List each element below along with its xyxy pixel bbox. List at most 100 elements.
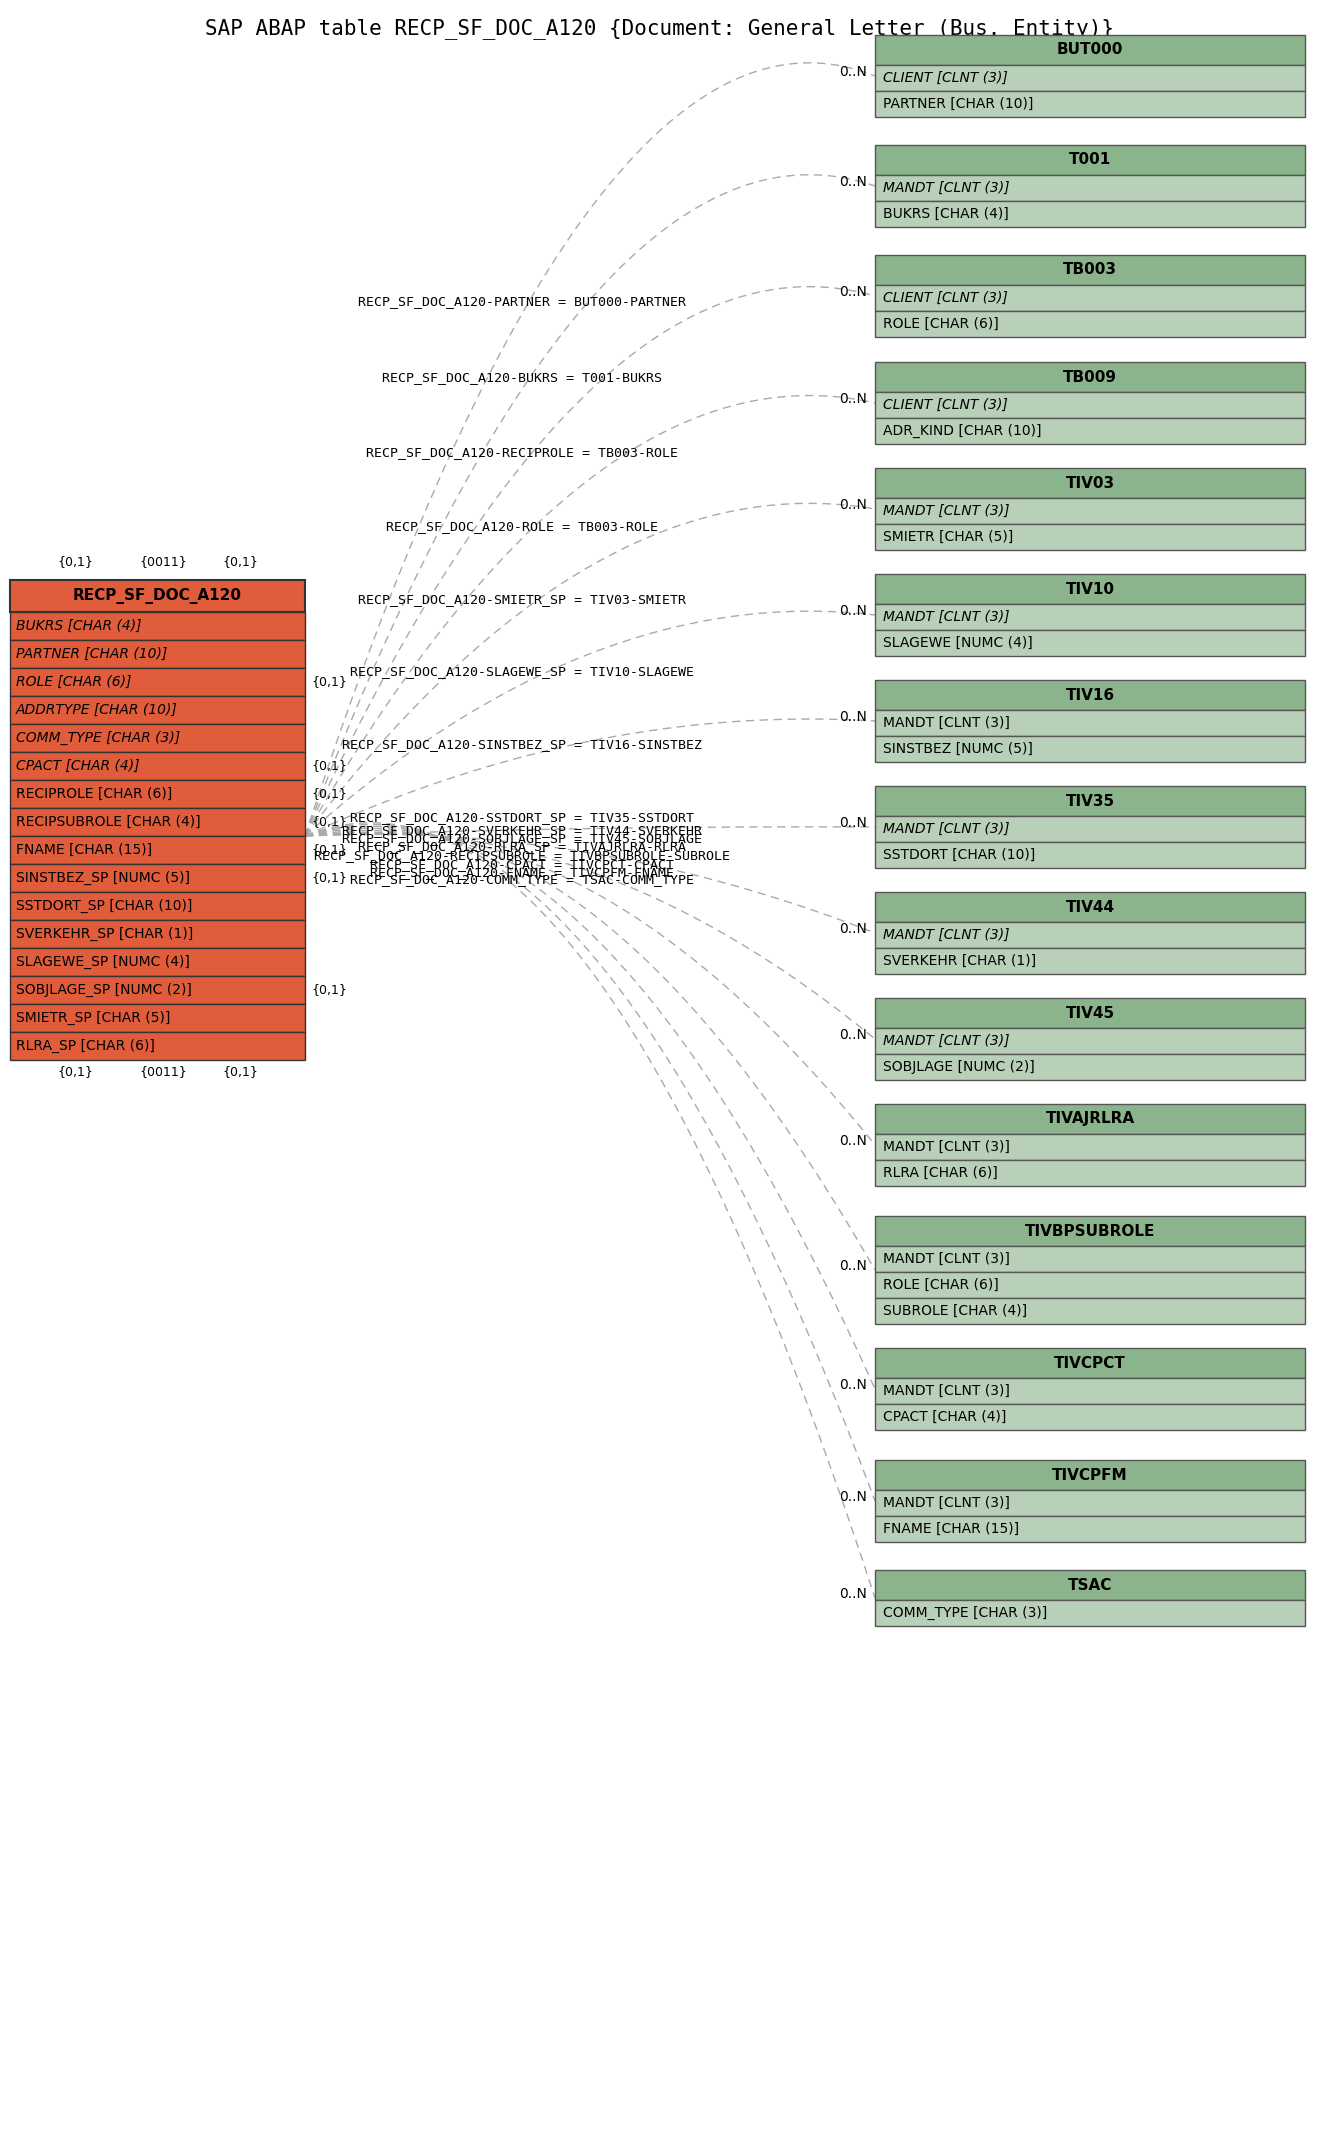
Text: SINSTBEZ_SP [NUMC (5)]: SINSTBEZ_SP [NUMC (5)] <box>16 871 190 886</box>
Bar <box>874 892 1304 922</box>
Text: MANDT [CLNT (3)]: MANDT [CLNT (3)] <box>882 821 1009 836</box>
Text: TSAC: TSAC <box>1068 1577 1112 1593</box>
Bar <box>11 752 305 780</box>
Bar <box>11 1004 305 1032</box>
Text: MANDT [CLNT (3)]: MANDT [CLNT (3)] <box>882 1034 1009 1047</box>
Text: TIVBPSUBROLE: TIVBPSUBROLE <box>1025 1224 1155 1239</box>
Bar <box>874 817 1304 843</box>
Text: TIVAJRLRA: TIVAJRLRA <box>1046 1112 1134 1127</box>
Text: T001: T001 <box>1068 153 1111 168</box>
Text: 0..N: 0..N <box>839 1134 867 1149</box>
Bar <box>874 1103 1304 1134</box>
Text: RECP_SF_DOC_A120-RLRA_SP = TIVAJRLRA-RLRA: RECP_SF_DOC_A120-RLRA_SP = TIVAJRLRA-RLR… <box>357 840 686 853</box>
Text: BUT000: BUT000 <box>1057 43 1124 58</box>
Bar <box>11 580 305 612</box>
Text: SVERKEHR_SP [CHAR (1)]: SVERKEHR_SP [CHAR (1)] <box>16 927 194 942</box>
Bar <box>874 34 1304 65</box>
Bar <box>874 468 1304 498</box>
Bar <box>874 998 1304 1028</box>
Text: 0..N: 0..N <box>839 603 867 618</box>
Text: TIV44: TIV44 <box>1066 899 1115 914</box>
Bar <box>874 254 1304 284</box>
Text: COMM_TYPE [CHAR (3)]: COMM_TYPE [CHAR (3)] <box>16 731 181 746</box>
Text: MANDT [CLNT (3)]: MANDT [CLNT (3)] <box>882 504 1009 517</box>
Text: PARTNER [CHAR (10)]: PARTNER [CHAR (10)] <box>16 646 168 662</box>
Bar <box>874 498 1304 524</box>
Bar <box>874 1571 1304 1599</box>
Text: SUBROLE [CHAR (4)]: SUBROLE [CHAR (4)] <box>882 1304 1028 1319</box>
Text: MANDT [CLNT (3)]: MANDT [CLNT (3)] <box>882 181 1009 194</box>
Bar <box>874 524 1304 550</box>
Text: RECP_SF_DOC_A120-PARTNER = BUT000-PARTNER: RECP_SF_DOC_A120-PARTNER = BUT000-PARTNE… <box>357 295 686 308</box>
Bar <box>11 640 305 668</box>
Text: RECP_SF_DOC_A120-ROLE = TB003-ROLE: RECP_SF_DOC_A120-ROLE = TB003-ROLE <box>385 519 658 532</box>
Bar <box>874 787 1304 817</box>
Text: {0,1}: {0,1} <box>222 1065 259 1078</box>
Text: FNAME [CHAR (15)]: FNAME [CHAR (15)] <box>16 843 152 858</box>
Text: RECP_SF_DOC_A120-SVERKEHR_SP = TIV44-SVERKEHR: RECP_SF_DOC_A120-SVERKEHR_SP = TIV44-SVE… <box>342 823 702 836</box>
Bar <box>874 1159 1304 1185</box>
Text: 0..N: 0..N <box>839 1259 867 1274</box>
Text: TB009: TB009 <box>1063 369 1117 384</box>
Text: 0..N: 0..N <box>839 1586 867 1601</box>
Text: ROLE [CHAR (6)]: ROLE [CHAR (6)] <box>882 1278 998 1293</box>
Text: 0..N: 0..N <box>839 175 867 190</box>
Text: RECIPSUBROLE [CHAR (4)]: RECIPSUBROLE [CHAR (4)] <box>16 815 200 830</box>
Text: SSTDORT [CHAR (10)]: SSTDORT [CHAR (10)] <box>882 849 1035 862</box>
Text: 0..N: 0..N <box>839 922 867 935</box>
Text: MANDT [CLNT (3)]: MANDT [CLNT (3)] <box>882 715 1010 731</box>
Text: {0,1}: {0,1} <box>311 759 347 771</box>
Text: MANDT [CLNT (3)]: MANDT [CLNT (3)] <box>882 1140 1010 1153</box>
Bar <box>874 843 1304 868</box>
Bar <box>11 612 305 640</box>
Text: CPACT [CHAR (4)]: CPACT [CHAR (4)] <box>882 1409 1006 1424</box>
Text: 0..N: 0..N <box>839 284 867 300</box>
Bar <box>11 892 305 920</box>
Text: SINSTBEZ [NUMC (5)]: SINSTBEZ [NUMC (5)] <box>882 741 1033 756</box>
Text: RECP_SF_DOC_A120-RECIPROLE = TB003-ROLE: RECP_SF_DOC_A120-RECIPROLE = TB003-ROLE <box>365 446 678 459</box>
Text: ADDRTYPE [CHAR (10)]: ADDRTYPE [CHAR (10)] <box>16 703 178 718</box>
Text: TIV03: TIV03 <box>1066 476 1115 491</box>
Text: TIV35: TIV35 <box>1066 793 1115 808</box>
Text: {0,1}: {0,1} <box>57 556 92 569</box>
Text: SLAGEWE_SP [NUMC (4)]: SLAGEWE_SP [NUMC (4)] <box>16 955 190 970</box>
Bar <box>874 144 1304 175</box>
Bar <box>11 696 305 724</box>
Text: BUKRS [CHAR (4)]: BUKRS [CHAR (4)] <box>882 207 1009 222</box>
Bar <box>874 1459 1304 1489</box>
Text: RECP_SF_DOC_A120: RECP_SF_DOC_A120 <box>73 588 241 603</box>
Text: SMIETR_SP [CHAR (5)]: SMIETR_SP [CHAR (5)] <box>16 1011 170 1026</box>
Text: 0..N: 0..N <box>839 1489 867 1504</box>
Bar <box>874 392 1304 418</box>
Text: TIV10: TIV10 <box>1066 582 1115 597</box>
Bar <box>874 91 1304 116</box>
Text: RECP_SF_DOC_A120-FNAME = TIVCPFM-FNAME: RECP_SF_DOC_A120-FNAME = TIVCPFM-FNAME <box>369 866 674 879</box>
Bar <box>11 920 305 948</box>
Bar <box>874 1599 1304 1627</box>
Text: {0,1}: {0,1} <box>311 871 347 884</box>
Text: RECIPROLE [CHAR (6)]: RECIPROLE [CHAR (6)] <box>16 787 173 802</box>
Text: ROLE [CHAR (6)]: ROLE [CHAR (6)] <box>882 317 998 332</box>
Bar <box>874 310 1304 336</box>
Text: BUKRS [CHAR (4)]: BUKRS [CHAR (4)] <box>16 618 141 634</box>
Text: 0..N: 0..N <box>839 709 867 724</box>
Bar <box>874 1489 1304 1515</box>
Text: SVERKEHR [CHAR (1)]: SVERKEHR [CHAR (1)] <box>882 955 1037 968</box>
Bar <box>11 948 305 976</box>
Bar <box>874 1349 1304 1377</box>
Bar <box>874 1028 1304 1054</box>
Text: SAP ABAP table RECP_SF_DOC_A120 {Document: General Letter (Bus. Entity)}: SAP ABAP table RECP_SF_DOC_A120 {Documen… <box>204 17 1115 39</box>
Text: 0..N: 0..N <box>839 817 867 830</box>
Bar <box>874 65 1304 91</box>
Text: ROLE [CHAR (6)]: ROLE [CHAR (6)] <box>16 675 132 690</box>
Bar <box>874 1405 1304 1431</box>
Text: COMM_TYPE [CHAR (3)]: COMM_TYPE [CHAR (3)] <box>882 1605 1047 1621</box>
Text: RECP_SF_DOC_A120-SSTDORT_SP = TIV35-SSTDORT: RECP_SF_DOC_A120-SSTDORT_SP = TIV35-SSTD… <box>350 810 694 823</box>
Bar <box>874 681 1304 709</box>
Text: {0011}: {0011} <box>140 1065 187 1078</box>
Text: CLIENT [CLNT (3)]: CLIENT [CLNT (3)] <box>882 399 1008 412</box>
Text: TB003: TB003 <box>1063 263 1117 278</box>
Bar <box>874 362 1304 392</box>
Text: 0..N: 0..N <box>839 1377 867 1392</box>
Bar <box>874 418 1304 444</box>
